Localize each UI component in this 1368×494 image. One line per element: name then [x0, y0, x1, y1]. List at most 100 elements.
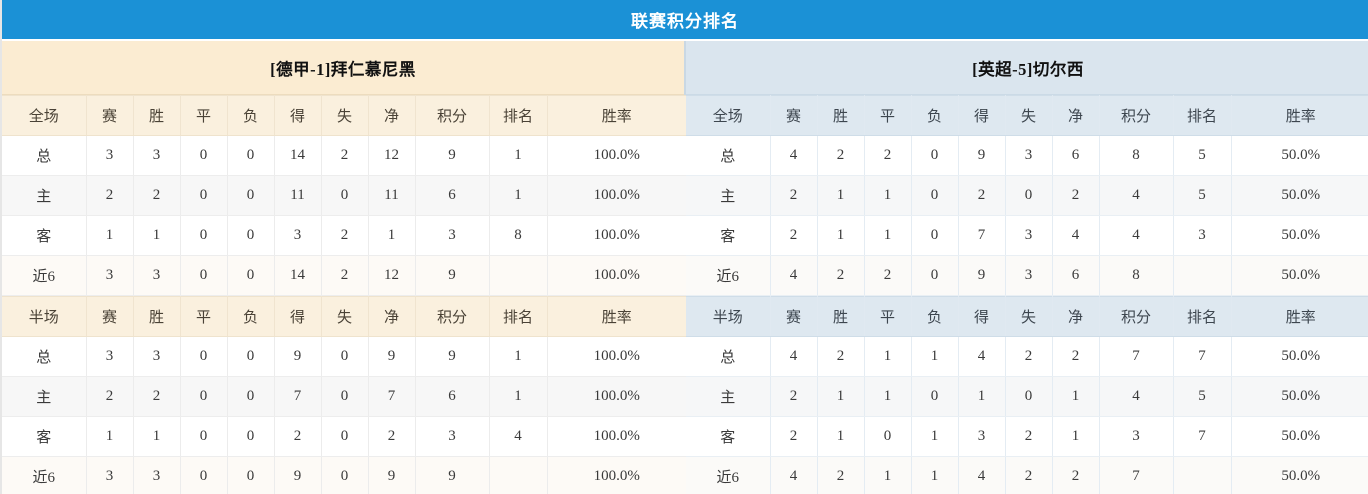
cell-gf: 7 [274, 376, 322, 417]
column-header-6: 失 [321, 95, 369, 136]
column-header-4: 负 [227, 95, 275, 136]
cell-gd: 11 [368, 175, 416, 216]
column-header-3: 平 [180, 95, 228, 136]
table-row[interactable]: 总 4 2 1 1 4 2 2 7 7 50.0% [686, 336, 1368, 377]
cell-win: 2 [133, 376, 181, 417]
table-row[interactable]: 近6 3 3 0 0 14 2 12 9 100.0% [2, 255, 686, 296]
cell-win: 1 [817, 215, 865, 256]
column-header-6: 失 [321, 296, 369, 337]
cell-played: 4 [770, 336, 818, 377]
cell-gd: 12 [368, 255, 416, 296]
table-row[interactable]: 客 2 1 1 0 7 3 4 4 3 50.0% [686, 215, 1368, 256]
cell-played: 3 [86, 456, 134, 494]
cell-ga: 3 [1005, 215, 1053, 256]
table-row[interactable]: 客 1 1 0 0 3 2 1 3 8 100.0% [2, 215, 686, 256]
page-title: 联赛积分排名 [631, 12, 739, 31]
cell-points: 9 [415, 255, 490, 296]
table-row[interactable]: 主 2 1 1 0 2 0 2 4 5 50.0% [686, 175, 1368, 216]
cell-rank: 5 [1173, 175, 1232, 216]
team-name-home: [德甲-1]拜仁慕尼黑 [270, 59, 416, 79]
cell-gf: 2 [958, 175, 1006, 216]
table-row[interactable]: 总 4 2 2 0 9 3 6 8 5 50.0% [686, 135, 1368, 176]
table-row[interactable]: 近6 3 3 0 0 9 0 9 9 100.0% [2, 456, 686, 494]
row-label-home: 主 [2, 175, 87, 216]
cell-played: 2 [770, 175, 818, 216]
cell-gd: 12 [368, 135, 416, 176]
cell-winrate: 100.0% [547, 456, 686, 494]
cell-winrate: 50.0% [1231, 336, 1368, 377]
cell-loss: 0 [911, 376, 959, 417]
cell-rank: 5 [1173, 376, 1232, 417]
column-header-9: 排名 [489, 296, 548, 337]
cell-draw: 1 [864, 376, 912, 417]
cell-winrate: 100.0% [547, 215, 686, 256]
column-header-7: 净 [1052, 95, 1100, 136]
cell-gd: 1 [1052, 376, 1100, 417]
cell-ga: 2 [1005, 336, 1053, 377]
team-name-away: [英超-5]切尔西 [972, 59, 1084, 79]
cell-draw: 0 [180, 376, 228, 417]
table-row[interactable]: 主 2 2 0 0 7 0 7 6 1 100.0% [2, 376, 686, 417]
column-header-10: 胜率 [547, 95, 686, 136]
column-header-6: 失 [1005, 296, 1053, 337]
cell-played: 3 [86, 336, 134, 377]
cell-rank [489, 456, 548, 494]
column-header-10: 胜率 [547, 296, 686, 337]
column-header-8: 积分 [1099, 296, 1174, 337]
cell-gf: 7 [958, 215, 1006, 256]
column-header-4: 负 [911, 95, 959, 136]
cell-win: 1 [817, 175, 865, 216]
column-header-10: 胜率 [1231, 296, 1368, 337]
cell-gd: 2 [368, 416, 416, 457]
column-header-7: 净 [368, 296, 416, 337]
row-label-away: 客 [686, 215, 771, 256]
cell-rank: 7 [1173, 416, 1232, 457]
cell-gd: 2 [1052, 175, 1100, 216]
cell-draw: 0 [180, 255, 228, 296]
table-row[interactable]: 总 3 3 0 0 9 0 9 9 1 100.0% [2, 336, 686, 377]
column-header-5: 得 [274, 296, 322, 337]
cell-winrate: 50.0% [1231, 215, 1368, 256]
table-row[interactable]: 客 1 1 0 0 2 0 2 3 4 100.0% [2, 416, 686, 457]
row-label-recent6: 近6 [2, 456, 87, 494]
stats-table-halftime: 半场赛胜平负得失净积分 排名 胜率总 4 2 1 1 4 2 2 7 7 50.0% 主 2 1 1 0 1 0 1 4 5… [686, 296, 1368, 494]
cell-winrate: 100.0% [547, 336, 686, 377]
cell-win: 2 [133, 175, 181, 216]
cell-rank [1173, 255, 1232, 296]
table-row[interactable]: 客 2 1 0 1 3 2 1 3 7 50.0% [686, 416, 1368, 457]
cell-loss: 0 [911, 215, 959, 256]
row-label-recent6: 近6 [686, 456, 771, 494]
cell-loss: 0 [227, 336, 275, 377]
cell-points: 8 [1099, 135, 1174, 176]
cell-points: 3 [415, 416, 490, 457]
cell-points: 6 [415, 376, 490, 417]
cell-win: 3 [133, 336, 181, 377]
column-header-5: 得 [958, 95, 1006, 136]
cell-win: 1 [133, 416, 181, 457]
cell-loss: 0 [911, 135, 959, 176]
cell-winrate: 100.0% [547, 135, 686, 176]
cell-played: 2 [770, 215, 818, 256]
table-row[interactable]: 近6 4 2 1 1 4 2 2 7 50.0% [686, 456, 1368, 494]
table-row[interactable]: 主 2 1 1 0 1 0 1 4 5 50.0% [686, 376, 1368, 417]
column-header-0: 全场 [2, 95, 87, 136]
cell-rank [1173, 456, 1232, 494]
table-row[interactable]: 总 3 3 0 0 14 2 12 9 1 100.0% [2, 135, 686, 176]
cell-ga: 0 [321, 456, 369, 494]
cell-draw: 2 [864, 255, 912, 296]
team-name-band-home: [德甲-1]拜仁慕尼黑 [2, 41, 684, 95]
cell-ga: 0 [321, 376, 369, 417]
cell-draw: 0 [180, 336, 228, 377]
cell-points: 3 [415, 215, 490, 256]
table-row[interactable]: 近6 4 2 2 0 9 3 6 8 50.0% [686, 255, 1368, 296]
stats-header-row: 全场赛胜平负得失净积分 排名 胜率 [686, 95, 1368, 136]
column-header-5: 得 [958, 296, 1006, 337]
cell-ga: 0 [321, 175, 369, 216]
table-row[interactable]: 主 2 2 0 0 11 0 11 6 1 100.0% [2, 175, 686, 216]
cell-points: 7 [1099, 456, 1174, 494]
column-header-10: 胜率 [1231, 95, 1368, 136]
cell-rank: 1 [489, 336, 548, 377]
cell-winrate: 100.0% [547, 175, 686, 216]
cell-ga: 0 [321, 416, 369, 457]
cell-draw: 1 [864, 215, 912, 256]
